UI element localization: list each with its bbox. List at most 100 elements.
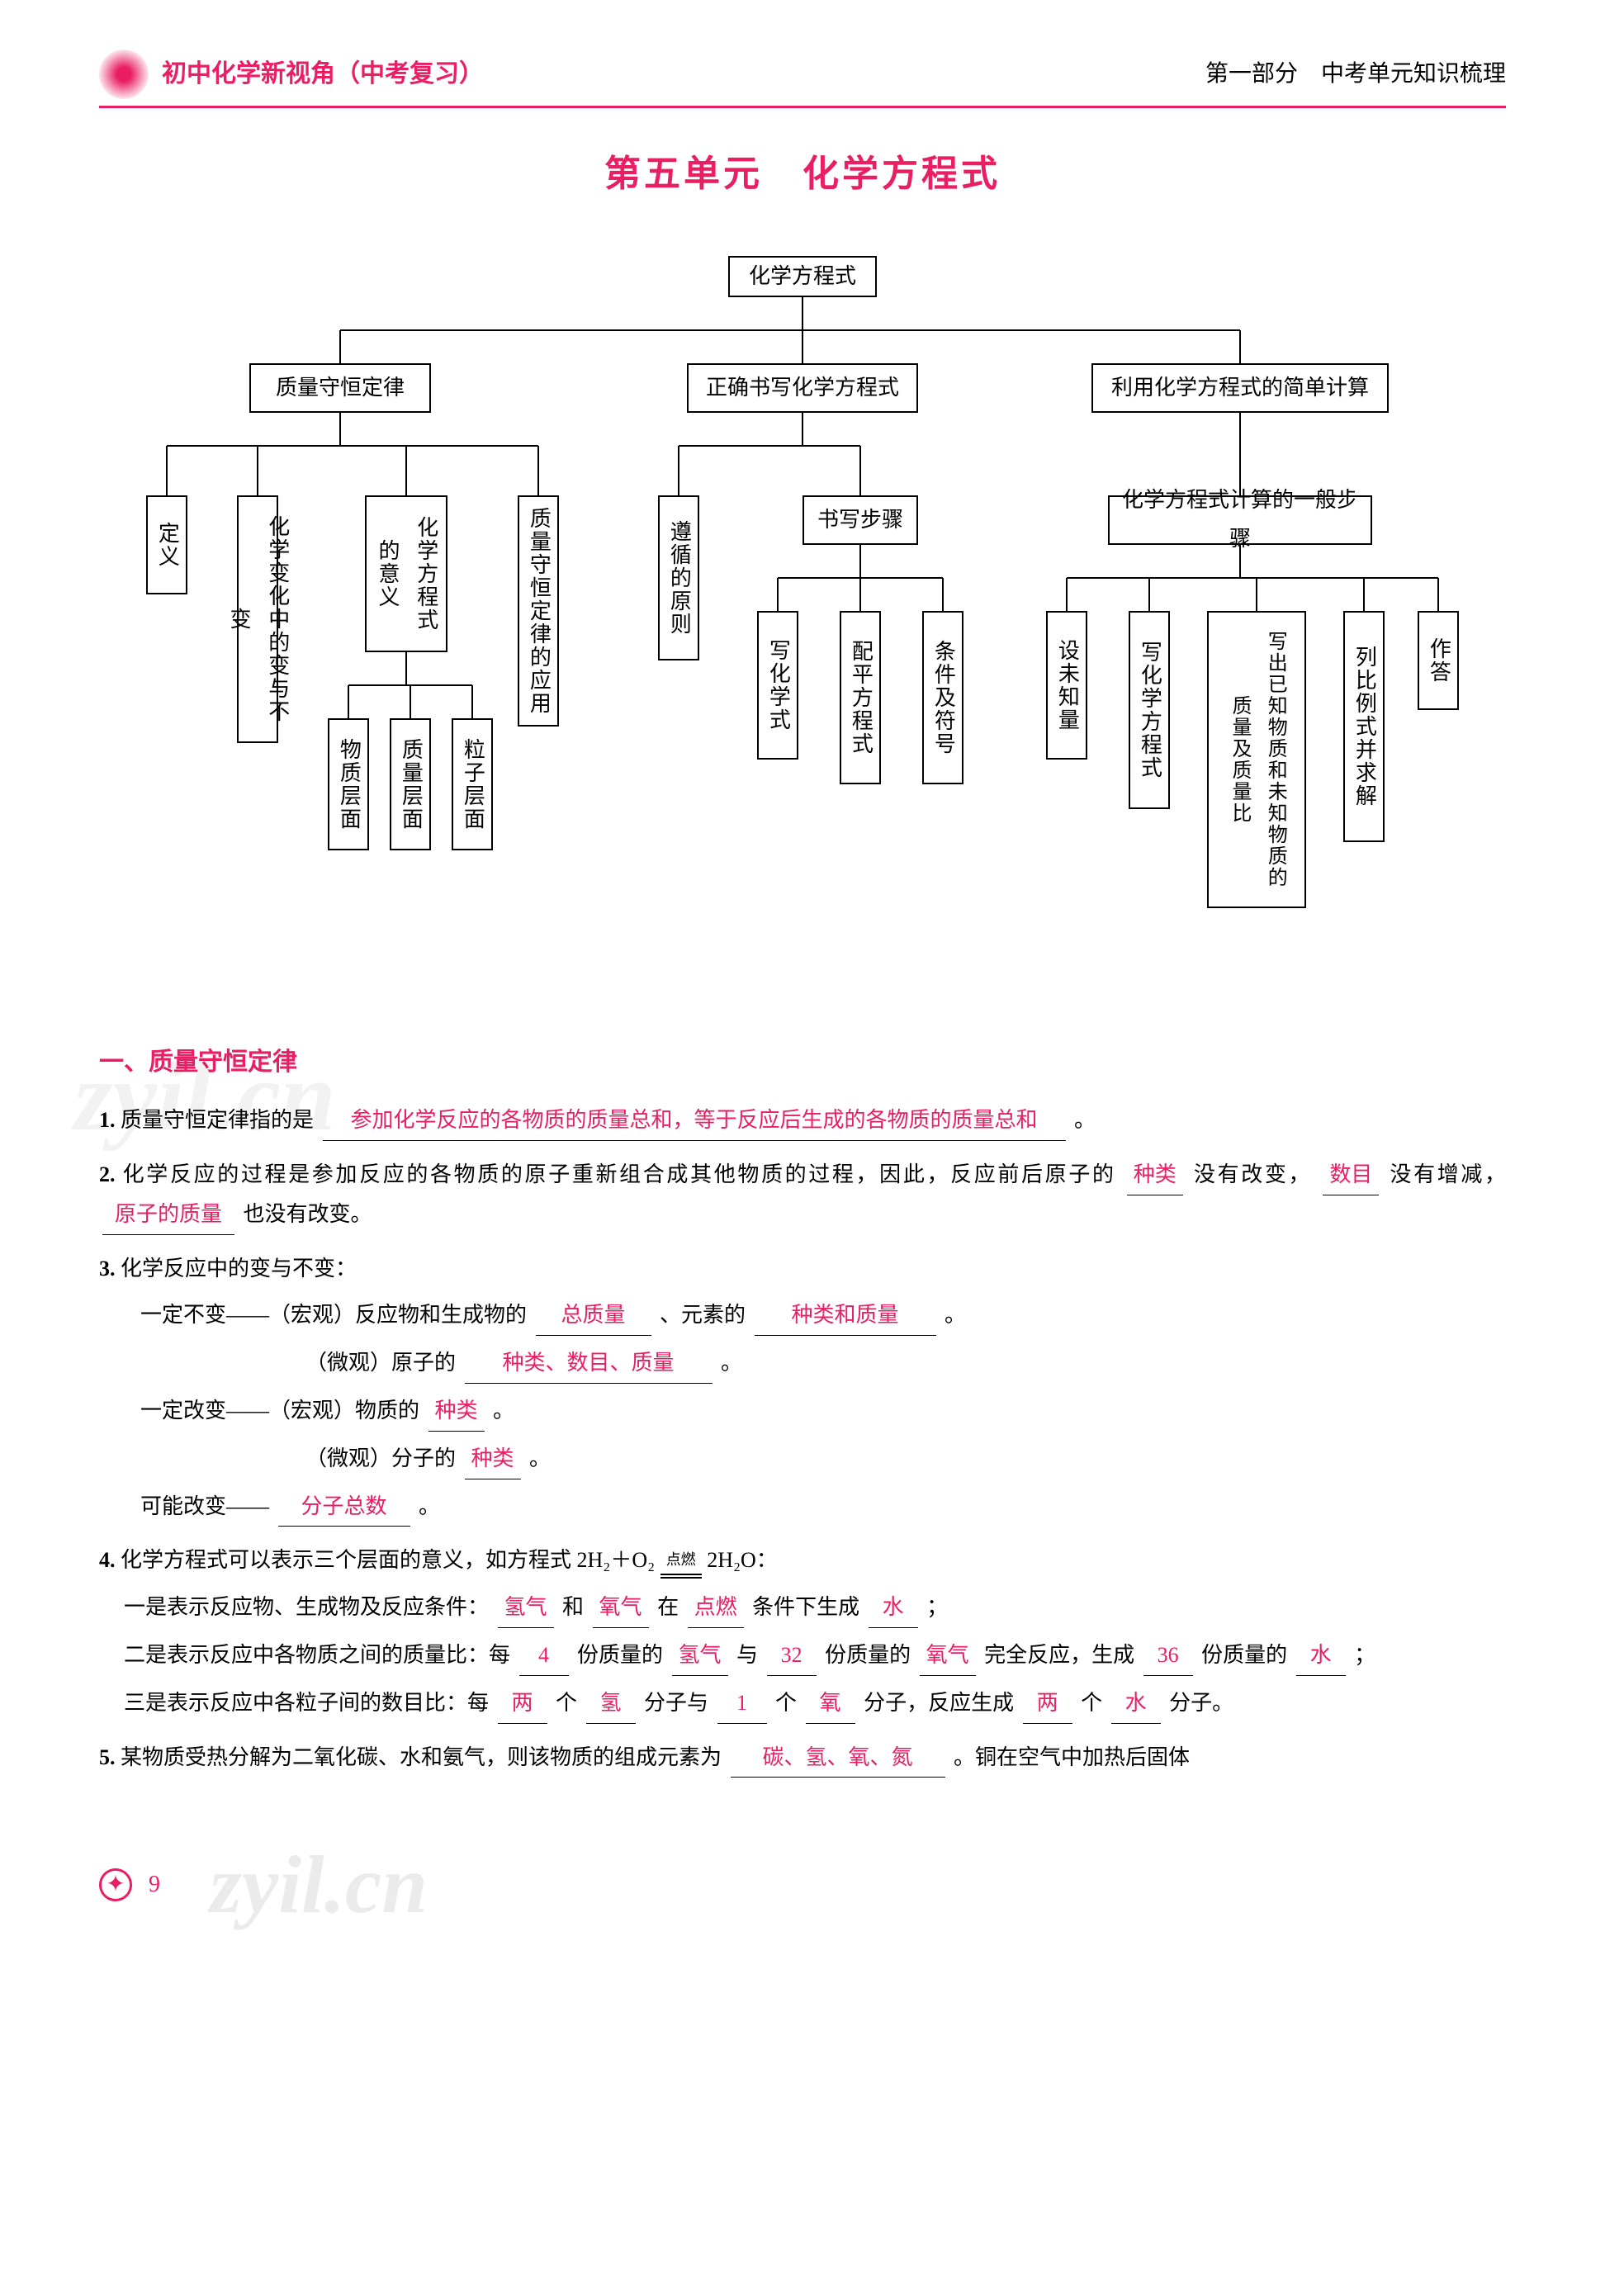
q4-l1-c: 在 — [657, 1595, 679, 1619]
q3-text-a: 化学反应中的变与不变： — [121, 1257, 357, 1281]
q3-line-1: zyil.cn 一定不变——（宏观）反应物和生成物的 总质量 、元素的 种类和质… — [140, 1296, 1506, 1336]
q4-l2-ans3: 32 — [767, 1636, 817, 1676]
q5-text-b: 。铜在空气中加热后固体 — [954, 1745, 1190, 1769]
q4-text-a: 化学方程式可以表示三个层面的意义，如方程式 2H₂＋O₂ — [121, 1548, 655, 1572]
book-title: 初中化学新视角（中考复习） — [162, 52, 484, 97]
q3-num: 3. — [99, 1257, 116, 1281]
section-label: 第一部分 中考单元知识梳理 — [1205, 54, 1506, 95]
node-l3m-0: 遵循的原则 — [658, 495, 699, 660]
section-1-title: 一、质量守恒定律 — [99, 1040, 1506, 1085]
q3-l4-b: 。 — [529, 1446, 551, 1470]
q1-tail: 。 — [1074, 1108, 1096, 1132]
q2-text-a: 化学反应的过程是参加反应的各物质的原子重新组合成其他物质的过程，因此，反应前后原… — [123, 1162, 1116, 1186]
q3-line-5: 可能改变—— 分子总数 。 — [140, 1488, 1506, 1527]
q4-l3-a: 三是表示反应中各粒子间的数目比：每 — [124, 1691, 489, 1715]
q4-l2-ans6: 水 — [1296, 1636, 1346, 1676]
node-l3l-2: 化学方程式的意义 — [365, 495, 447, 652]
q1-num: 1. — [99, 1108, 116, 1132]
q2-text-d: 也没有改变。 — [244, 1202, 372, 1226]
q3-l3-b: 。 — [493, 1399, 514, 1423]
question-3: 3. 化学反应中的变与不变： zyil.cn 一定不变——（宏观）反应物和生成物… — [99, 1250, 1506, 1527]
q3-l1-c: 。 — [945, 1303, 966, 1327]
watermark-footer: zyil.cn — [210, 1811, 428, 1959]
q4-l2-e: 完全反应，生成 — [984, 1643, 1134, 1667]
concept-diagram: 化学方程式 质量守恒定律 正确书写化学方程式 利用化学方程式的简单计算 定义 化… — [101, 248, 1504, 991]
unit-title: 第五单元 化学方程式 — [99, 141, 1506, 206]
q2-ans-3: 原子的质量 — [102, 1195, 234, 1235]
q4-l3-b: 个 — [556, 1691, 577, 1715]
equation-condition: 点燃 — [660, 1546, 702, 1578]
q4-l3-c: 分子与 — [644, 1691, 708, 1715]
q4-l1-ans1: 氢气 — [498, 1588, 554, 1628]
q3-l3-a: 一定改变——（宏观）物质的 — [140, 1399, 419, 1423]
q3-line-3: 一定改变——（宏观）物质的 种类 。 — [140, 1392, 1506, 1432]
q3-l1-ans1: 总质量 — [536, 1296, 651, 1336]
target-icon — [99, 50, 149, 99]
node-l2-2: 利用化学方程式的简单计算 — [1091, 363, 1389, 413]
node-l3m-1: 书写步骤 — [802, 495, 918, 545]
q3-l2-a: （微观）原子的 — [305, 1351, 456, 1375]
q3-l4-a: （微观）分子的 — [305, 1446, 456, 1470]
q4-l1-a: 一是表示反应物、生成物及反应条件： — [124, 1595, 489, 1619]
q4-l2-g: ； — [1354, 1643, 1375, 1667]
q4-l1-d: 条件下生成 — [752, 1595, 859, 1619]
q2-ans-1: 种类 — [1127, 1156, 1183, 1195]
q4-line-2: 二是表示反应中各物质之间的质量比：每 4 份质量的 氢气 与 32 份质量的 氧… — [124, 1636, 1506, 1676]
q4-l3-ans6: 水 — [1111, 1684, 1161, 1724]
footer-icon: ✦ — [99, 1868, 132, 1901]
node-l3rs-0: 设未知量 — [1046, 611, 1087, 760]
node-l3r-0: 化学方程式计算的一般步骤 — [1108, 495, 1372, 545]
q3-l4-ans1: 种类 — [465, 1440, 521, 1479]
q1-ans-1: 参加化学反应的各物质的质量总和，等于反应后生成的各物质的质量总和 — [323, 1101, 1066, 1141]
equals-icon — [660, 1574, 702, 1579]
q3-l5-ans1: 分子总数 — [278, 1488, 410, 1527]
q5-ans-1: 碳、氢、氧、氮 — [731, 1739, 945, 1778]
node-root: 化学方程式 — [728, 256, 877, 297]
q3-l5-b: 。 — [419, 1494, 440, 1518]
q4-l3-ans4: 氧 — [806, 1684, 855, 1724]
node-l3ms-2: 条件及符号 — [922, 611, 963, 784]
q4-text-a2: 2H₂O： — [707, 1548, 778, 1572]
question-2: 2. 化学反应的过程是参加反应的各物质的原子重新组合成其他物质的过程，因此，反应… — [99, 1156, 1506, 1235]
q4-num: 4. — [99, 1548, 116, 1572]
condition-label: 点燃 — [666, 1551, 696, 1568]
content: 一、质量守恒定律 1. 质量守恒定律指的是 参加化学反应的各物质的质量总和，等于… — [99, 1040, 1506, 1778]
q3-l2-b: 。 — [721, 1351, 742, 1375]
q1-text-a: 质量守恒定律指的是 — [121, 1108, 314, 1132]
q4-line-3: 三是表示反应中各粒子间的数目比：每 两 个 氢 分子与 1 个 氧 分子，反应生… — [124, 1684, 1506, 1724]
q3-l2-ans1: 种类、数目、质量 — [465, 1344, 713, 1384]
q4-l3-ans5: 两 — [1023, 1684, 1072, 1724]
q4-l3-ans2: 氢 — [586, 1684, 636, 1724]
q2-ans-2: 数目 — [1323, 1156, 1379, 1195]
q4-l2-ans2: 氢气 — [672, 1636, 728, 1676]
q4-l3-e: 分子，反应生成 — [864, 1691, 1014, 1715]
q4-l1-e: ； — [926, 1595, 948, 1619]
page-header: 初中化学新视角（中考复习） 第一部分 中考单元知识梳理 — [99, 50, 1506, 108]
node-l3ms-1: 配平方程式 — [840, 611, 881, 784]
q3-line-4: （微观）分子的 种类 。 — [305, 1440, 1506, 1479]
q4-l1-ans4: 水 — [869, 1588, 918, 1628]
node-l3rs-2: 写出已知物质和未知物质的质量及质量比 — [1207, 611, 1306, 908]
node-l3ls-2: 粒子层面 — [452, 718, 493, 850]
q2-text-b: 没有改变， — [1194, 1162, 1312, 1186]
node-l3rs-4: 作答 — [1418, 611, 1459, 710]
q3-l3-ans1: 种类 — [428, 1392, 485, 1432]
q4-l1-ans2: 氧气 — [593, 1588, 649, 1628]
node-l3ms-0: 写化学式 — [757, 611, 798, 760]
q5-text-a: 某物质受热分解为二氧化碳、水和氨气，则该物质的组成元素为 — [121, 1745, 722, 1769]
node-l3l-3: 质量守恒定律的应用 — [518, 495, 559, 727]
page-number: 9 — [149, 1864, 160, 1905]
node-l2-0: 质量守恒定律 — [249, 363, 431, 413]
q4-line-1: 一是表示反应物、生成物及反应条件： 氢气 和 氧气 在 点燃 条件下生成 水 ； — [124, 1588, 1506, 1628]
q4-l3-d: 个 — [775, 1691, 797, 1715]
question-4: 4. 化学方程式可以表示三个层面的意义，如方程式 2H₂＋O₂ 点燃 2H₂O：… — [99, 1541, 1506, 1723]
q5-num: 5. — [99, 1745, 116, 1769]
node-l3rs-1: 写化学方程式 — [1129, 611, 1170, 809]
q4-l2-ans1: 4 — [519, 1636, 569, 1676]
q4-l3-f: 个 — [1081, 1691, 1102, 1715]
q4-l2-f: 份质量的 — [1201, 1643, 1287, 1667]
node-l3rs-3: 列比例式并求解 — [1343, 611, 1385, 842]
q4-l3-ans1: 两 — [498, 1684, 547, 1724]
header-left: 初中化学新视角（中考复习） — [99, 50, 484, 99]
q4-l1-ans3: 点燃 — [688, 1588, 744, 1628]
